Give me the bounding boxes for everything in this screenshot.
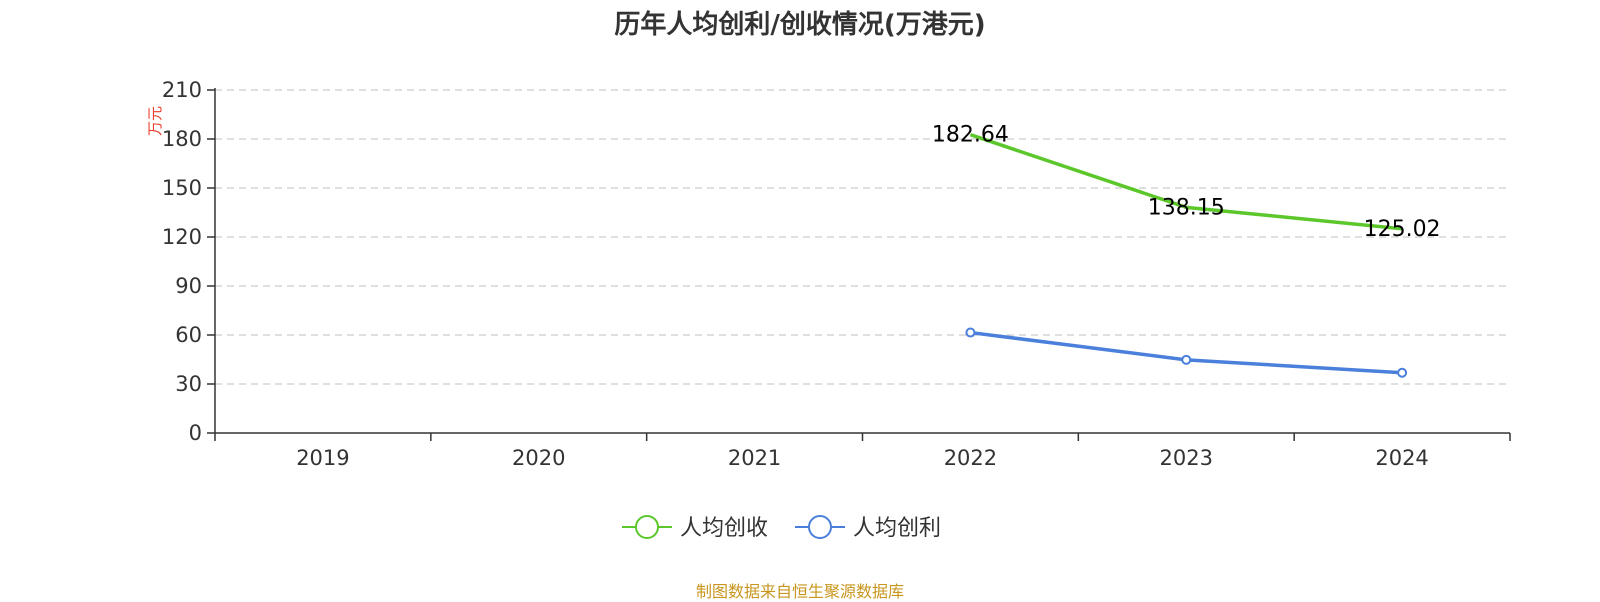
y-tick-label: 0 [189,421,202,445]
data-point [1397,367,1408,378]
data-point [1181,354,1192,365]
x-tick-label: 2019 [296,446,349,470]
y-tick-label: 30 [175,372,202,396]
series [965,133,1408,378]
x-tick-label: 2023 [1160,446,1213,470]
series-line-1 [970,330,1403,375]
data-labels: 182.64 138.15 125.02 [932,123,1441,242]
y-tick-label: 90 [175,274,202,298]
legend-label: 人均创利 [853,516,941,541]
series-line-0 [969,133,1403,231]
y-tick-label: 210 [162,78,202,102]
x-tick-label: 2024 [1375,446,1428,470]
legend-marker [635,515,659,539]
legend-marker [808,515,832,539]
y-tick-label: 120 [162,225,202,249]
y-axis-unit: 万元 [146,106,164,136]
y-tick-label: 150 [162,176,202,200]
legend-label: 人均创收 [680,516,768,541]
source-note: 制图数据来自恒生聚源数据库 [695,582,904,601]
x-tick-label: 2021 [728,446,781,470]
chart-title: 历年人均创利/创收情况(万港元) [614,10,986,40]
data-point [965,327,976,338]
x-tick-label: 2020 [512,446,565,470]
grid-lines [215,89,1510,385]
y-tick-label: 180 [162,127,202,151]
data-label: 125.02 [1364,217,1441,242]
axes: 0 30 60 90 120 150 180 210 万元 2019 2020 2021 2022 202… [146,78,1511,470]
data-label: 138.15 [1148,195,1225,220]
data-label: 182.64 [932,123,1009,148]
legend: 人均创收 人均创利 [622,515,941,541]
x-tick-label: 2022 [944,446,997,470]
y-tick-label: 60 [175,323,202,347]
